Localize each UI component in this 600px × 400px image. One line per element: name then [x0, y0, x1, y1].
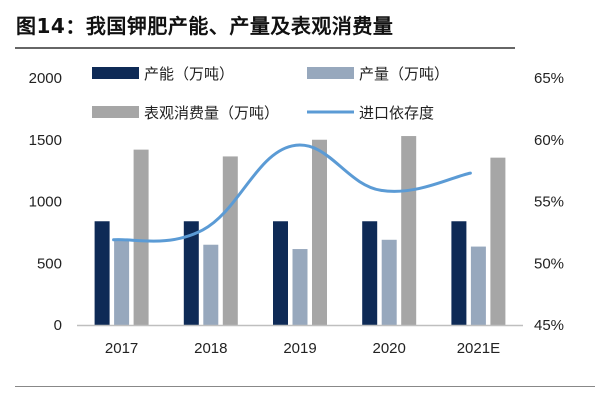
bottom-divider	[15, 386, 595, 387]
bar-产量万吨-2021E	[470, 246, 486, 325]
legend-label: 表观消费量（万吨）	[144, 104, 279, 122]
bar-产量万吨-2020	[381, 239, 397, 325]
left-axis-tick: 500	[37, 255, 62, 272]
bar-表观消费量万吨-2017	[133, 149, 149, 325]
bar-表观消费量万吨-2018	[222, 156, 238, 325]
legend-label: 产量（万吨）	[359, 65, 449, 83]
left-axis-tick: 2000	[29, 70, 62, 87]
x-axis-tick: 2020	[373, 340, 406, 357]
right-axis-tick: 45%	[534, 317, 564, 334]
bar-表观消费量万吨-2019	[312, 139, 327, 325]
line-import-dependence	[112, 143, 472, 243]
right-axis-tick: 50%	[534, 255, 564, 272]
legend-label: 产能（万吨）	[144, 65, 234, 83]
right-axis-tick: 65%	[534, 70, 564, 87]
bar-产能万吨-2017	[94, 221, 110, 325]
bar-产能万吨-2021E	[451, 221, 467, 325]
bar-产能万吨-2020	[362, 221, 378, 325]
x-axis-tick: 2017	[105, 340, 138, 357]
left-axis-tick: 1000	[29, 194, 62, 211]
legend-swatch	[92, 106, 139, 118]
right-axis-tick: 60%	[534, 132, 564, 149]
bar-产量万吨-2018	[203, 244, 219, 325]
x-axis-tick: 2018	[194, 340, 227, 357]
right-axis-tick: 55%	[534, 194, 564, 211]
left-axis-tick: 0	[54, 317, 62, 334]
x-axis-tick: 2019	[283, 340, 316, 357]
legend-label: 进口依存度	[359, 104, 434, 122]
left-axis-tick: 1500	[29, 132, 62, 149]
bar-产能万吨-2019	[273, 221, 288, 325]
bar-产量万吨-2017	[114, 238, 130, 325]
bar-产量万吨-2019	[292, 249, 308, 325]
legend-swatch	[92, 67, 139, 79]
bar-表观消费量万吨-2021E	[490, 157, 506, 325]
title-divider	[15, 47, 515, 49]
bar-表观消费量万吨-2020	[401, 136, 417, 325]
x-axis-tick: 2021E	[457, 340, 500, 357]
legend-swatch	[307, 67, 354, 79]
chart-title: 图14：我国钾肥产能、产量及表观消费量	[16, 14, 394, 38]
bar-产能万吨-2018	[183, 221, 199, 325]
